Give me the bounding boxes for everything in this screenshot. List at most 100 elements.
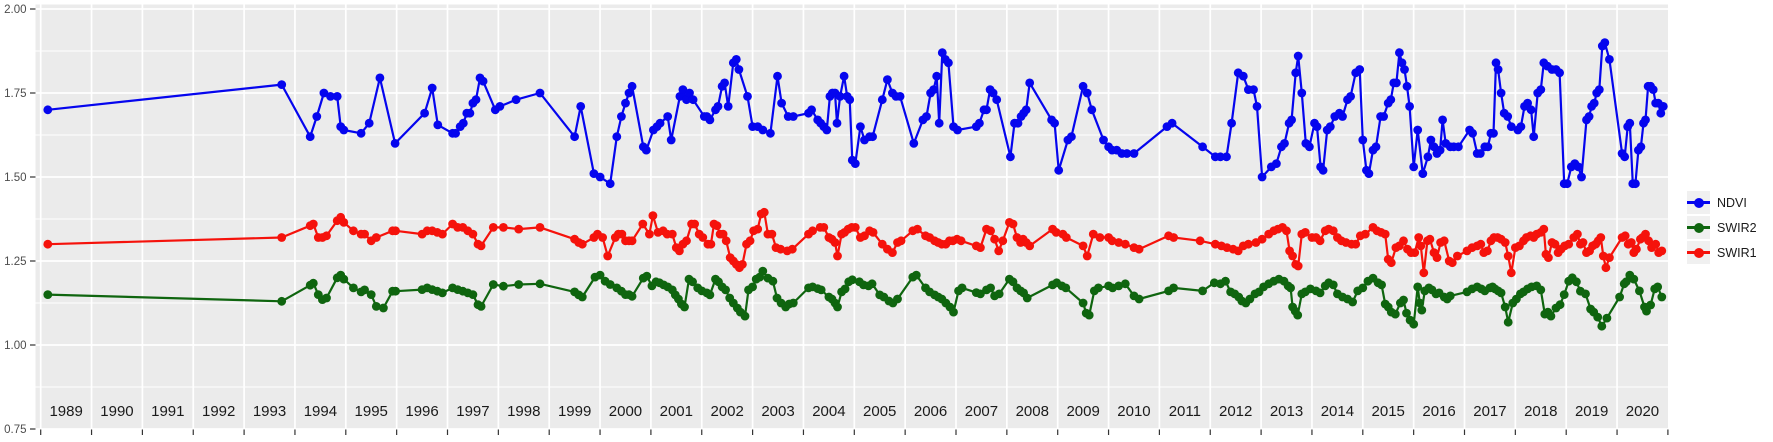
ndvi-point [713,102,723,111]
swir1-point [468,229,478,239]
ndvi-point [1129,149,1139,158]
ndvi-point [1400,65,1409,74]
ndvi-point [1257,172,1267,182]
swir1-point [535,223,545,232]
swir1-point [1025,241,1035,251]
plot-panel [35,4,1668,430]
swir1-point [1596,233,1606,242]
x-tick-label: 2004 [812,403,845,420]
swir1-point [721,236,731,246]
swir1-point [1632,244,1641,254]
ndvi-point [1409,162,1419,172]
swir2-point [1597,321,1607,331]
x-tick-label: 2007 [965,403,998,420]
swir2-point [1415,298,1425,308]
swir1-point [1578,238,1588,247]
ndvi-point [1216,152,1225,162]
swir2-point [1653,282,1663,292]
ndvi-point [1418,169,1428,179]
ndvi-point [576,102,586,111]
swir1-point [1605,253,1614,262]
swir1-point [913,224,922,234]
ndvi-point [909,139,919,148]
ndvi-series [43,38,1668,189]
swir2-point [499,281,508,291]
swir2-point [476,302,486,311]
swir2-point [758,266,768,276]
swir1-point [1483,246,1492,256]
ndvi-point [1021,105,1031,115]
swir2-point [957,283,967,293]
ndvi-point [1402,81,1412,91]
ndvi-point [312,112,322,121]
swir2-series [43,266,1667,331]
x-axis-labels: 1989 1990 1991 1992 1993 1994 1995 1996 1997 1998… [49,403,1659,420]
swir2-point [277,296,287,306]
swir1-point [645,229,654,239]
ndvi-point [326,92,335,101]
ndvi-point [934,118,944,128]
swir2-point [1536,285,1546,295]
ndvi-point [766,128,775,138]
swir1-point [1453,251,1462,261]
ndvi-point [1523,98,1532,108]
legend-label-swir2: SWIR2 [1717,220,1757,235]
swir2-point [360,285,369,295]
swir1-point [277,233,287,242]
swir2-point [468,290,478,299]
ndvi-point [465,108,475,118]
swir1-point [888,248,897,257]
ndvi-point [511,95,521,105]
ndvi-point [682,95,691,105]
ndvi-point [1291,68,1301,78]
y-tick-label: 1.25 [4,256,26,268]
swir2-point [1621,277,1631,287]
legend-dot-icon [1693,222,1704,233]
swir1-point [976,243,985,253]
swir1-point [1644,236,1653,246]
swir1-point [745,236,755,246]
ndvi-point [1405,102,1414,111]
legend-key-ndvi [1687,191,1710,214]
ndvi-point [43,105,53,115]
swir1-point [1564,239,1574,249]
swir1-point [738,260,747,269]
swir1-point [1300,228,1310,237]
y-tick-label: 1.75 [4,88,26,100]
ndvi-point [932,71,942,81]
ndvi-point [1167,118,1177,128]
swir1-point [956,236,966,246]
swir1-point [1169,233,1178,242]
swir2-point [1399,295,1408,305]
swir2-point [705,290,715,300]
ndvi-point [1364,169,1374,179]
swir2-point [595,270,605,280]
swir2-point [1286,283,1295,293]
swir2-point [1593,312,1603,322]
ndvi-point [975,118,984,128]
swir2-point [1348,297,1357,307]
swir1-point [1419,268,1429,278]
swir1-point [1351,239,1361,249]
ndvi-point [937,48,947,58]
ndvi-point [1006,152,1015,162]
x-tick-label: 1994 [304,403,337,420]
ndvi-point [420,108,429,118]
swir1-point [675,246,684,256]
x-tick-label: 2001 [660,403,693,420]
swir2-point [366,290,376,299]
ndvi-point [1346,92,1355,101]
ndvi-point [471,95,481,105]
swir1-point [476,241,486,251]
legend-dot-icon [1693,197,1704,208]
swir1-point [706,239,716,249]
ndvi-point [1589,98,1599,108]
ndvi-point [988,88,998,98]
ndvi-point [1395,48,1404,58]
swir1-point [577,239,587,249]
ndvi-point [595,172,605,182]
swir1-point [1651,239,1661,249]
v-gridlines [39,4,1618,430]
swir1-point [1195,236,1205,246]
ndvi-point [832,118,842,128]
